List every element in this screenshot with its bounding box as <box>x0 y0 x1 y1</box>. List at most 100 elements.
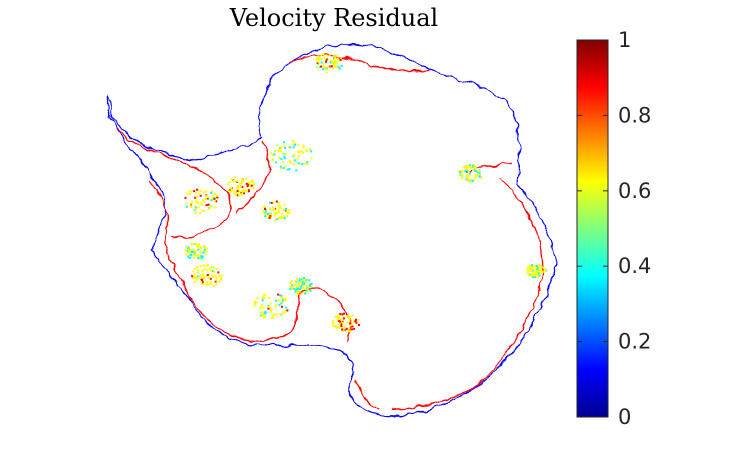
residual-pixel <box>298 280 301 282</box>
residual-pixel <box>193 256 196 259</box>
residual-pixel <box>282 311 285 314</box>
residual-pixel <box>262 206 265 209</box>
residual-pixel <box>333 324 336 327</box>
residual-pixel <box>292 139 294 142</box>
residual-pixel <box>531 269 533 272</box>
residual-pixel <box>250 184 253 187</box>
residual-pixel <box>336 315 339 318</box>
residual-pixel <box>332 62 335 65</box>
residual-pixel <box>348 327 351 330</box>
residual-pixel <box>237 190 240 193</box>
residual-pixel <box>248 184 251 187</box>
residual-pixel <box>543 270 546 273</box>
residual-pixel <box>236 180 239 182</box>
residual-pixel <box>196 245 199 248</box>
residual-pixel <box>210 192 213 194</box>
residual-pixel <box>264 294 267 297</box>
residual-pixel <box>340 64 343 67</box>
residual-pixel <box>230 178 233 181</box>
residual-pixel <box>215 283 218 286</box>
residual-pixel <box>233 192 236 195</box>
residual-pixel <box>306 161 309 164</box>
residual-pixel <box>328 53 331 56</box>
residual-pixel <box>184 249 187 252</box>
residual-pixel <box>284 310 287 313</box>
residual-pixel <box>282 167 285 170</box>
residual-pixel <box>350 328 353 331</box>
residual-pixel <box>295 292 298 295</box>
residual-pixel <box>262 295 265 298</box>
residual-pixel <box>212 194 215 197</box>
residual-pixel <box>264 209 267 212</box>
residual-pixel <box>199 212 202 214</box>
residual-pixel <box>332 320 335 323</box>
residual-pixel <box>325 60 327 63</box>
residual-pixel <box>206 196 209 199</box>
residual-pixel <box>201 270 204 272</box>
residual-pixel <box>202 273 205 276</box>
residual-pixel <box>474 174 477 177</box>
residual-pixel <box>288 168 291 171</box>
residual-pixel <box>202 277 205 280</box>
residual-pixel <box>213 270 216 273</box>
residual-pixel <box>337 65 340 68</box>
residual-pixel <box>244 190 247 193</box>
residual-pixel <box>214 192 216 195</box>
residual-pixel <box>303 287 306 290</box>
residual-pixel <box>458 169 461 172</box>
residual-pixel <box>278 299 280 302</box>
residual-pixel <box>540 265 543 268</box>
residual-pixel <box>290 161 293 164</box>
residual-pixel <box>232 179 235 182</box>
residual-pixel <box>339 313 342 316</box>
residual-pixel <box>187 255 190 258</box>
residual-pixel <box>195 191 198 194</box>
residual-pixel <box>212 284 215 287</box>
residual-pixel <box>220 274 223 277</box>
residual-pixel <box>536 276 539 279</box>
residual-pixel <box>199 247 202 250</box>
residual-pixel <box>532 274 534 277</box>
residual-pixel <box>227 189 230 192</box>
residual-pixel <box>332 55 335 58</box>
residual-pixel <box>197 269 200 272</box>
residual-pixel <box>286 211 289 214</box>
residual-pixel <box>266 212 269 215</box>
residual-pixel <box>211 190 213 193</box>
residual-pixel <box>460 173 463 176</box>
residual-pixel <box>216 194 218 197</box>
residual-pixel <box>264 211 267 214</box>
residual-pixel <box>201 257 204 259</box>
residual-pixel <box>478 175 481 178</box>
residual-pixel <box>471 180 474 183</box>
residual-pixel <box>305 289 308 292</box>
residual-pixel <box>302 144 305 147</box>
residual-pixel <box>197 243 200 246</box>
residual-pixel <box>341 321 344 324</box>
residual-pixel <box>291 286 294 289</box>
residual-pixel <box>205 195 208 198</box>
residual-pixel <box>289 285 292 288</box>
residual-pixel <box>526 266 529 269</box>
residual-pixel <box>194 208 197 211</box>
residual-pixel <box>188 247 191 250</box>
residual-pixel <box>280 296 283 299</box>
residual-pixel <box>279 215 282 218</box>
residual-pixel <box>343 326 346 329</box>
residual-pixel <box>193 280 196 283</box>
residual-pixel <box>294 290 297 293</box>
residual-pixel <box>297 143 300 146</box>
residual-pixel <box>213 200 216 203</box>
residual-pixel <box>280 314 283 317</box>
residual-pixel <box>241 185 244 188</box>
residual-pixel <box>320 54 323 57</box>
residual-pixel <box>193 190 196 193</box>
residual-pixel <box>269 214 272 217</box>
residual-pixel <box>317 57 320 59</box>
residual-pixel <box>278 294 281 297</box>
residual-pixel <box>330 65 333 68</box>
residual-pixel <box>190 205 192 208</box>
residual-pixel <box>269 152 272 154</box>
residual-pixel <box>195 199 198 202</box>
residual-pixel <box>247 189 250 192</box>
